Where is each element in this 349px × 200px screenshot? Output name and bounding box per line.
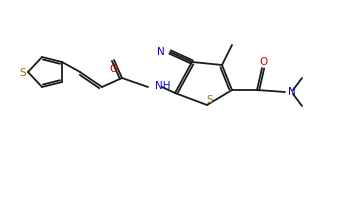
Text: O: O bbox=[260, 57, 268, 67]
Text: S: S bbox=[207, 95, 213, 104]
Text: N: N bbox=[157, 47, 165, 57]
Text: N: N bbox=[288, 87, 296, 97]
Text: NH: NH bbox=[155, 81, 171, 91]
Text: O: O bbox=[110, 64, 118, 74]
Text: S: S bbox=[20, 68, 26, 78]
